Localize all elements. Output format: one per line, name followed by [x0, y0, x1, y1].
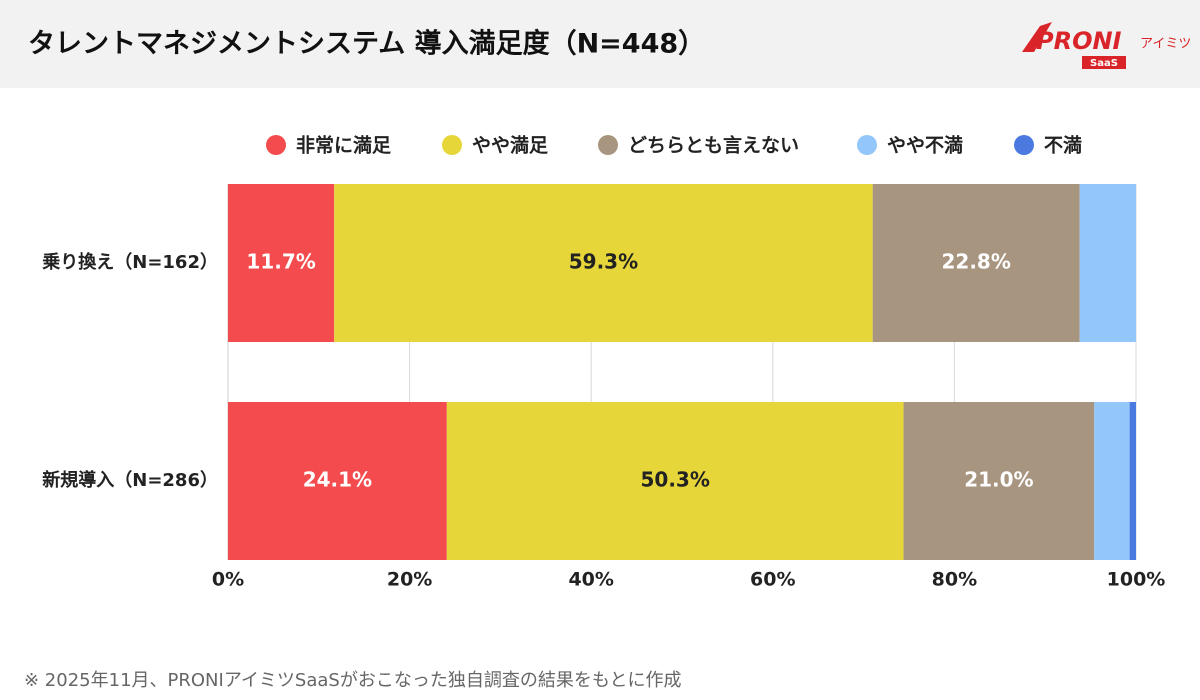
bar-segment [1129, 402, 1136, 560]
logo-tag: SaaS [1090, 58, 1118, 69]
bar-segment [903, 402, 1095, 560]
legend-label: 不満 [1044, 135, 1082, 157]
legend-label: どちらとも言えない [628, 134, 799, 157]
value-label: 59.3% [569, 250, 638, 274]
logo-brand: PRONI [1036, 27, 1122, 55]
chart-title: タレントマネジメントシステム 導入満足度（N=448） [28, 28, 705, 60]
value-label: 11.7% [246, 250, 315, 274]
value-label: 50.3% [640, 468, 709, 492]
footnote: ※ 2025年11月、PRONIアイミツSaaSがおこなった独自調査の結果をもと… [24, 670, 681, 691]
x-tick-label: 20% [387, 569, 432, 591]
bar-segment [872, 184, 1080, 342]
legend-label: やや満足 [472, 135, 549, 157]
bar-segment [334, 184, 873, 342]
y-tick-label: 新規導入（N=286） [42, 469, 218, 491]
bar-segment [1079, 184, 1136, 342]
y-tick-label: 乗り換え（N=162） [42, 251, 218, 273]
legend-swatch [266, 135, 286, 155]
legend-swatch [442, 135, 462, 155]
legend-label: 非常に満足 [296, 134, 392, 157]
value-label: 24.1% [303, 468, 372, 492]
x-tick-label: 60% [750, 569, 795, 591]
bar-segment [1094, 402, 1130, 560]
x-tick-label: 40% [568, 569, 613, 591]
x-tick-label: 80% [932, 569, 977, 591]
header-band [0, 0, 1200, 88]
legend-swatch [598, 135, 618, 155]
value-label: 21.0% [964, 468, 1033, 492]
legend-swatch [857, 135, 877, 155]
bar-segment [446, 402, 904, 560]
logo: PRONI アイミツ SaaS [1022, 22, 1191, 69]
x-tick-label: 100% [1107, 569, 1166, 591]
logo-tag-bg [1082, 56, 1126, 69]
bar-segment [228, 402, 447, 560]
legend-swatch [1014, 135, 1034, 155]
x-tick-label: 0% [212, 569, 244, 591]
legend-label: やや不満 [887, 135, 963, 157]
value-label: 22.8% [941, 250, 1010, 274]
logo-sub: アイミツ [1140, 37, 1191, 52]
bar-segment [228, 184, 335, 342]
logo-mark [1022, 22, 1052, 52]
